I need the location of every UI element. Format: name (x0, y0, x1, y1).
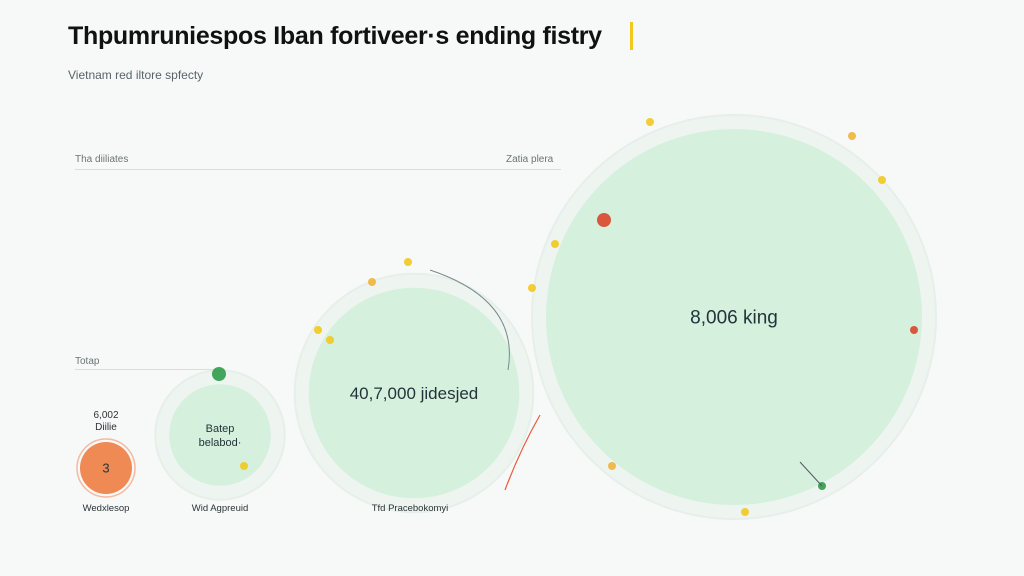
decorative-flower-7 (368, 278, 376, 286)
bubble-caption-0: Wedxlesop (82, 503, 130, 514)
decorative-flower-3 (597, 213, 611, 227)
decorative-arc-1 (504, 414, 541, 491)
bubble-caption-2: Tfd Pracebokomyi (371, 503, 449, 514)
bubble-1 (169, 384, 271, 486)
small-bubble-top-text-2: Diilie (95, 422, 117, 433)
decorative-flower-11 (240, 462, 248, 470)
bubble-3 (546, 129, 922, 505)
decorative-flower-5 (528, 284, 536, 292)
bubble-label-0-0: 3 (102, 461, 109, 476)
decorative-flower-6 (404, 258, 412, 266)
bubble-label-1-0: Batep (206, 423, 235, 435)
decorative-flower-10 (212, 367, 226, 381)
reference-mid-label: Totap (75, 356, 100, 367)
decorative-flower-4 (551, 240, 559, 248)
reference-line-mid (75, 369, 225, 370)
reference-right-label: Zatia plera (506, 154, 554, 165)
decorative-flower-0 (646, 118, 654, 126)
chart-subtitle: Vietnam red iltore spfecty (68, 68, 204, 82)
bubble-ring-0 (76, 438, 136, 498)
decorative-flower-9 (314, 326, 322, 334)
bubble-0 (80, 442, 132, 494)
bubble-label-1-1: belabod· (199, 437, 242, 449)
decorative-line-0 (799, 461, 823, 487)
decorative-flower-2 (878, 176, 886, 184)
title-accent-mark (630, 22, 633, 50)
decorative-arc-0 (429, 269, 510, 371)
small-bubble-top-text-1: 6,002 (93, 410, 119, 421)
decorative-flower-1 (848, 132, 856, 140)
bubble-caption-1: Wid Agpreuid (191, 503, 249, 514)
decorative-flower-12 (910, 326, 918, 334)
decorative-flower-15 (608, 462, 616, 470)
bubble-label-3-0: 8,006 king (690, 308, 778, 329)
decorative-flower-14 (741, 508, 749, 516)
chart-title: Thpumruniespos Iban fortiveer·s ending f… (68, 22, 602, 50)
decorative-flower-8 (326, 336, 334, 344)
bubble-label-2-0: 40,7,000 jidesjed (350, 384, 479, 403)
bubble-2 (308, 287, 520, 499)
reference-left-label: Tha diiliates (75, 154, 129, 165)
reference-line-top (75, 169, 561, 170)
